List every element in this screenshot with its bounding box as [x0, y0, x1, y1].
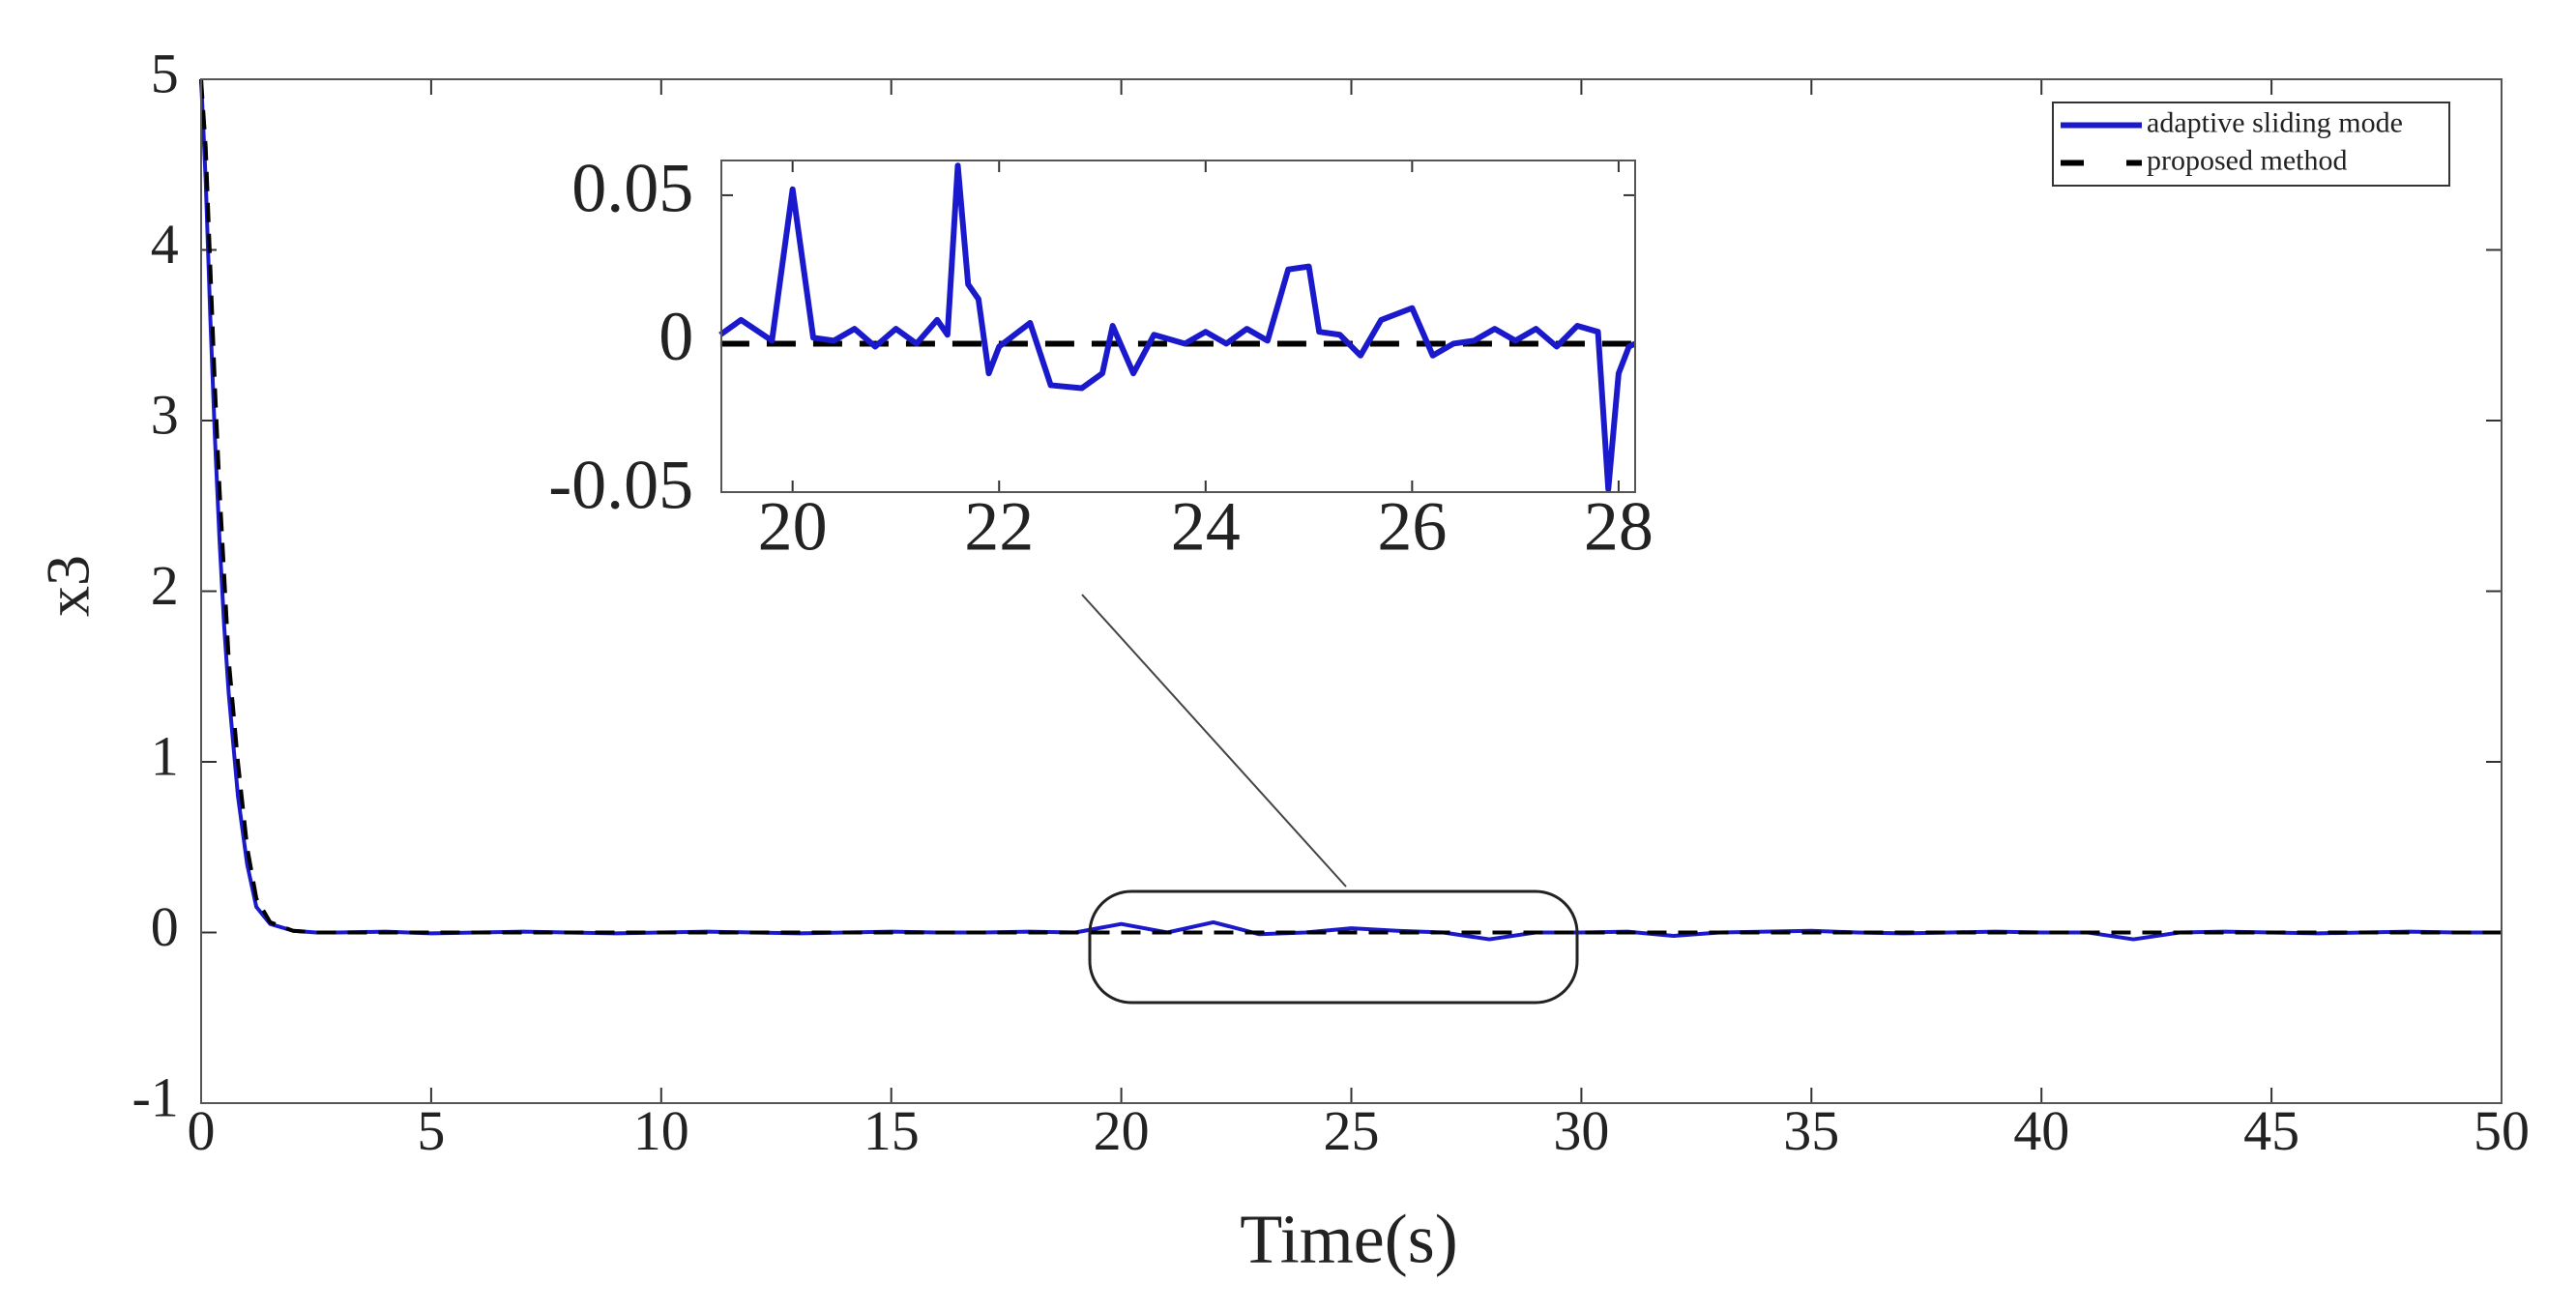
x-tick-label: 28: [1584, 488, 1654, 566]
x-tick-label: 10: [633, 1099, 689, 1162]
y-tick-label: 3: [151, 383, 179, 446]
x-tick-label: 24: [1171, 488, 1241, 566]
y-tick-label: 5: [151, 42, 179, 104]
legend-label: proposed method: [2147, 144, 2347, 176]
x-tick-label: 40: [2013, 1099, 2069, 1162]
x-tick-label: 0: [188, 1099, 216, 1162]
legend-box: [2052, 102, 2450, 187]
zoom-region: [1088, 889, 1579, 1005]
y-tick-label: 0: [659, 298, 693, 375]
y-tick-label: 0.05: [571, 149, 693, 226]
y-tick-label: -1: [132, 1065, 178, 1128]
x-tick-label: 25: [1324, 1099, 1380, 1162]
x-tick-label: 22: [964, 488, 1034, 566]
series-line: [199, 78, 2502, 935]
axes-box: [200, 78, 2503, 1104]
y-tick-label: -0.05: [548, 447, 693, 524]
y-tick-label: 0: [151, 895, 179, 958]
inset-axes: 20 22 24 26 28 -0.05 0 0.05: [548, 149, 1654, 565]
y-axis-label: x3: [34, 555, 102, 617]
x-tick-label: 5: [417, 1099, 445, 1162]
y-tick-label: 2: [151, 554, 179, 617]
axes-box: [720, 160, 1636, 493]
x-tick-label: 20: [758, 488, 828, 566]
x-tick-label: 15: [864, 1099, 920, 1162]
series-line: [718, 162, 1637, 492]
plot-area: [721, 160, 1635, 492]
x-tick-label: 30: [1553, 1099, 1609, 1162]
x-axis-label: Time(s): [1240, 1201, 1457, 1278]
x-tick-label: 26: [1377, 488, 1447, 566]
x-tick-label: 20: [1094, 1099, 1150, 1162]
y-tick-label: 4: [151, 213, 179, 276]
x-tick-label: 45: [2243, 1099, 2299, 1162]
legend-label: adaptive sliding mode: [2147, 106, 2403, 138]
x-tick-label: 35: [1783, 1099, 1839, 1162]
y-tick-label: 1: [151, 724, 179, 787]
x-tick-label: 50: [2474, 1099, 2530, 1162]
zoom-connector: [1081, 594, 1347, 888]
